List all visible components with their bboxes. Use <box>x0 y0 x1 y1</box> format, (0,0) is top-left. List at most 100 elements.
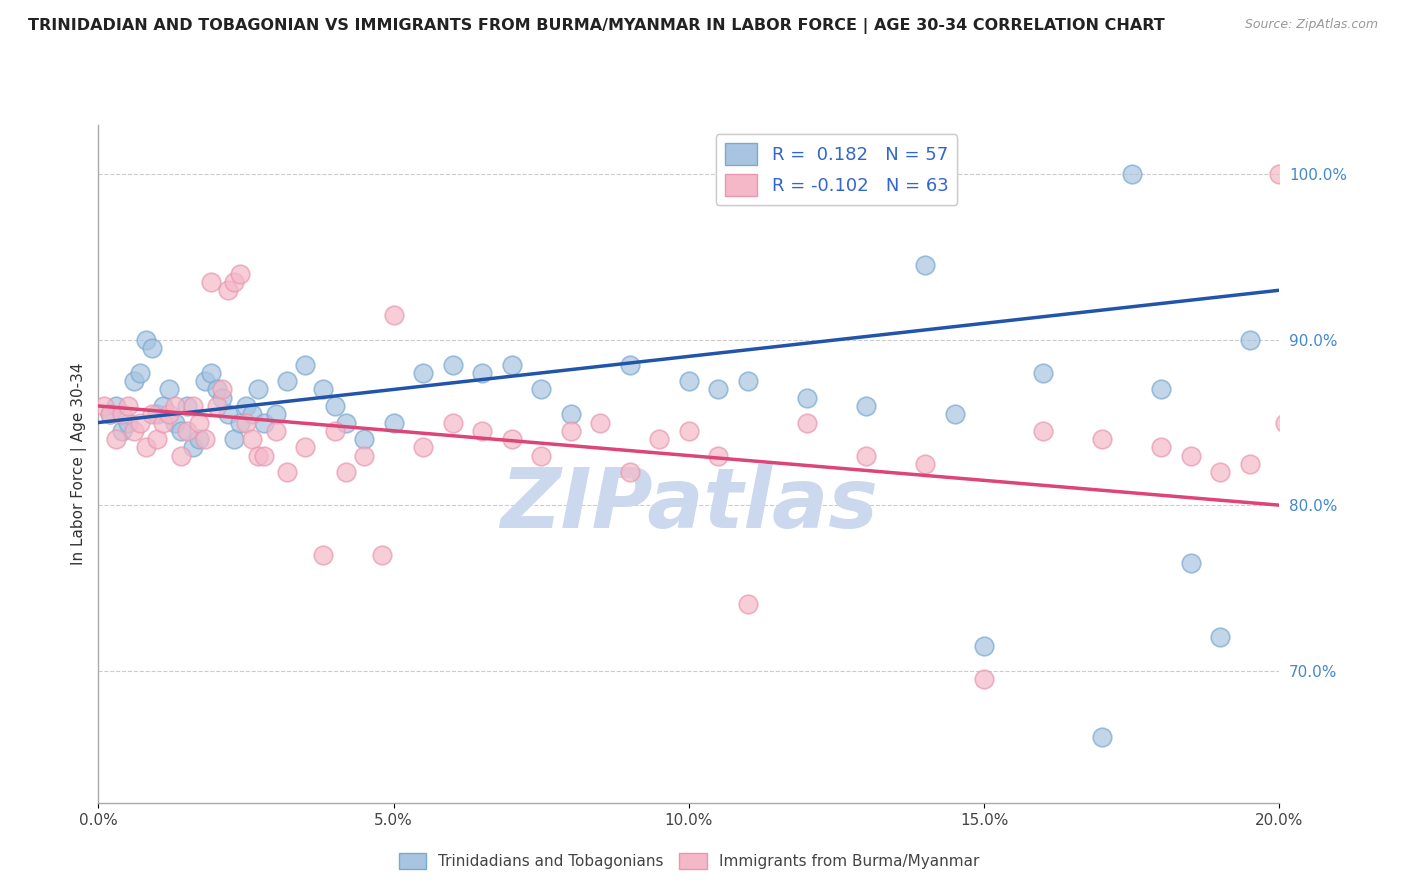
Point <box>412 440 434 454</box>
Point <box>737 374 759 388</box>
Point <box>187 416 209 430</box>
Point <box>619 358 641 372</box>
Point <box>353 449 375 463</box>
Point <box>235 416 257 430</box>
Text: TRINIDADIAN AND TOBAGONIAN VS IMMIGRANTS FROM BURMA/MYANMAR IN LABOR FORCE | AGE: TRINIDADIAN AND TOBAGONIAN VS IMMIGRANTS… <box>28 18 1164 34</box>
Point <box>181 440 204 454</box>
Point <box>205 383 228 397</box>
Point <box>1091 432 1114 446</box>
Point <box>253 416 276 430</box>
Point <box>560 424 582 438</box>
Point <box>796 416 818 430</box>
Legend: Trinidadians and Tobagonians, Immigrants from Burma/Myanmar: Trinidadians and Tobagonians, Immigrants… <box>392 847 986 875</box>
Point <box>240 407 263 421</box>
Point <box>294 440 316 454</box>
Point <box>217 407 239 421</box>
Point <box>105 432 128 446</box>
Point <box>246 383 269 397</box>
Point <box>1268 168 1291 182</box>
Point <box>471 424 494 438</box>
Point <box>152 416 174 430</box>
Point <box>276 465 298 479</box>
Point <box>1209 631 1232 645</box>
Point <box>335 465 357 479</box>
Point <box>1286 664 1309 678</box>
Point <box>224 275 246 289</box>
Point <box>678 374 700 388</box>
Point <box>122 424 145 438</box>
Point <box>152 399 174 413</box>
Point <box>170 449 193 463</box>
Text: ZIPatlas: ZIPatlas <box>501 464 877 545</box>
Point <box>117 399 139 413</box>
Point <box>165 416 187 430</box>
Point <box>737 598 759 612</box>
Point <box>441 416 464 430</box>
Point <box>1279 548 1302 562</box>
Text: Source: ZipAtlas.com: Source: ZipAtlas.com <box>1244 18 1378 31</box>
Point <box>117 416 139 430</box>
Point <box>146 407 169 421</box>
Point <box>217 283 239 297</box>
Legend: R =  0.182   N = 57, R = -0.102   N = 63: R = 0.182 N = 57, R = -0.102 N = 63 <box>716 134 957 205</box>
Point <box>111 424 134 438</box>
Point <box>707 383 730 397</box>
Point <box>229 416 252 430</box>
Point <box>170 424 193 438</box>
Point <box>253 449 276 463</box>
Point <box>855 449 877 463</box>
Point <box>1239 457 1261 471</box>
Point <box>560 407 582 421</box>
Point <box>678 424 700 438</box>
Point <box>93 399 115 413</box>
Point <box>135 333 157 347</box>
Point <box>973 672 995 686</box>
Point <box>501 358 523 372</box>
Point <box>1209 465 1232 479</box>
Point <box>194 374 217 388</box>
Point <box>105 399 128 413</box>
Point <box>98 407 121 421</box>
Point <box>157 383 180 397</box>
Point <box>111 407 134 421</box>
Point <box>943 407 966 421</box>
Point <box>501 432 523 446</box>
Point <box>135 440 157 454</box>
Point <box>128 416 150 430</box>
Point <box>1121 168 1143 182</box>
Point <box>229 267 252 281</box>
Point <box>211 391 233 405</box>
Point <box>1274 416 1296 430</box>
Point <box>211 383 233 397</box>
Point <box>589 416 612 430</box>
Point <box>165 399 187 413</box>
Point <box>294 358 316 372</box>
Point <box>98 407 121 421</box>
Point <box>176 424 198 438</box>
Point <box>200 275 222 289</box>
Point <box>382 308 405 322</box>
Point <box>323 399 346 413</box>
Point <box>264 407 287 421</box>
Point <box>648 432 671 446</box>
Point <box>441 358 464 372</box>
Point <box>276 374 298 388</box>
Point <box>1032 366 1054 380</box>
Point <box>914 259 936 273</box>
Point <box>224 432 246 446</box>
Point <box>1239 333 1261 347</box>
Point <box>1150 383 1173 397</box>
Point <box>1180 449 1202 463</box>
Point <box>200 366 222 380</box>
Point <box>1091 730 1114 744</box>
Point <box>1180 556 1202 570</box>
Point <box>707 449 730 463</box>
Point <box>619 465 641 479</box>
Point <box>312 548 335 562</box>
Point <box>157 407 180 421</box>
Point <box>176 399 198 413</box>
Point <box>1032 424 1054 438</box>
Point <box>973 639 995 653</box>
Point <box>240 432 263 446</box>
Point <box>412 366 434 380</box>
